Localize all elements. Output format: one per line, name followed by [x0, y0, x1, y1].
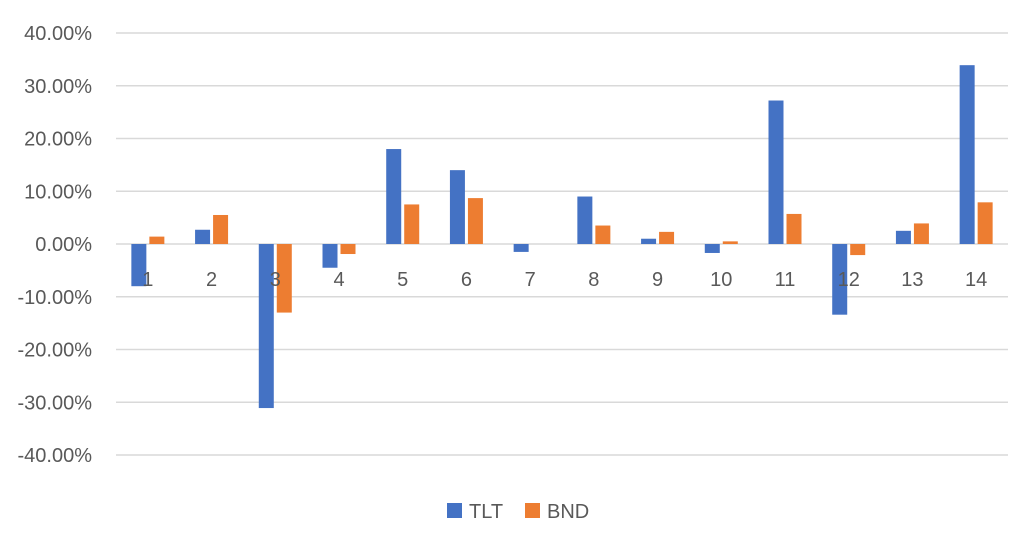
bar-tlt-4	[322, 244, 338, 268]
bar-tlt-12	[832, 244, 848, 315]
category-label: 10	[710, 269, 732, 291]
bar-tlt-10	[704, 244, 720, 253]
bar-tlt-14	[959, 65, 975, 245]
category-label: 2	[206, 269, 217, 291]
bar-tlt-1	[131, 244, 147, 287]
bar-tlt-3	[258, 244, 274, 409]
bar-tlt-8	[577, 196, 593, 244]
category-labels: 1 2 3 4 5 6 7 8 9 10 11 12 13 14	[142, 269, 987, 291]
bar-bnd-11	[786, 213, 802, 244]
bar-bnd-3	[276, 244, 292, 313]
category-label: 12	[838, 269, 860, 291]
category-label: 8	[588, 269, 599, 291]
category-label: 13	[901, 269, 923, 291]
bar-tlt-6	[449, 170, 465, 244]
y-tick-label: 40.00%	[24, 23, 92, 45]
bar-bnd-6	[467, 198, 483, 244]
y-tick-label: 30.00%	[24, 76, 92, 98]
category-label: 5	[397, 269, 408, 291]
bar-bnd-13	[913, 223, 929, 244]
legend-swatch-bnd	[525, 503, 540, 518]
bar-tlt-5	[386, 149, 402, 244]
bar-tlt-13	[895, 230, 911, 244]
category-label: 6	[461, 269, 472, 291]
bar-bnd-5	[404, 204, 420, 244]
bar-bnd-8	[595, 225, 611, 244]
bar-bnd-14	[977, 202, 993, 244]
bar-tlt-11	[768, 100, 784, 245]
y-tick-label: 0.00%	[35, 234, 92, 256]
y-tick-label: -10.00%	[18, 287, 93, 309]
bar-bnd-4	[340, 244, 356, 255]
category-label: 14	[965, 269, 987, 291]
bar-bnd-12	[850, 244, 866, 256]
y-tick-label: -20.00%	[18, 340, 93, 362]
category-label: 4	[333, 269, 344, 291]
legend-label-tlt: TLT	[469, 501, 503, 523]
category-label: 7	[525, 269, 536, 291]
bar-tlt-2	[195, 229, 211, 244]
legend-label-bnd: BND	[547, 501, 589, 523]
gridlines	[116, 32, 1008, 456]
bar-bnd-1	[149, 236, 165, 244]
y-tick-label: -30.00%	[18, 392, 93, 414]
category-label: 1	[142, 269, 153, 291]
category-label: 9	[652, 269, 663, 291]
legend-swatch-tlt	[447, 503, 462, 518]
category-label: 11	[775, 269, 796, 291]
bar-bnd-2	[213, 214, 229, 244]
bar-tlt-7	[513, 244, 529, 252]
bar-tlt-9	[641, 238, 657, 244]
y-axis-tick-labels: 40.00% 30.00% 20.00% 10.00% 0.00% -10.00% -20.…	[18, 23, 93, 467]
y-tick-label: 20.00%	[24, 129, 92, 151]
y-tick-label: -40.00%	[18, 445, 93, 467]
legend: TLT BND	[447, 501, 589, 523]
y-tick-label: 10.00%	[24, 181, 92, 203]
bars	[131, 65, 993, 409]
category-label: 3	[270, 269, 281, 291]
bar-bnd-10	[722, 241, 738, 244]
bar-bnd-9	[659, 231, 675, 244]
